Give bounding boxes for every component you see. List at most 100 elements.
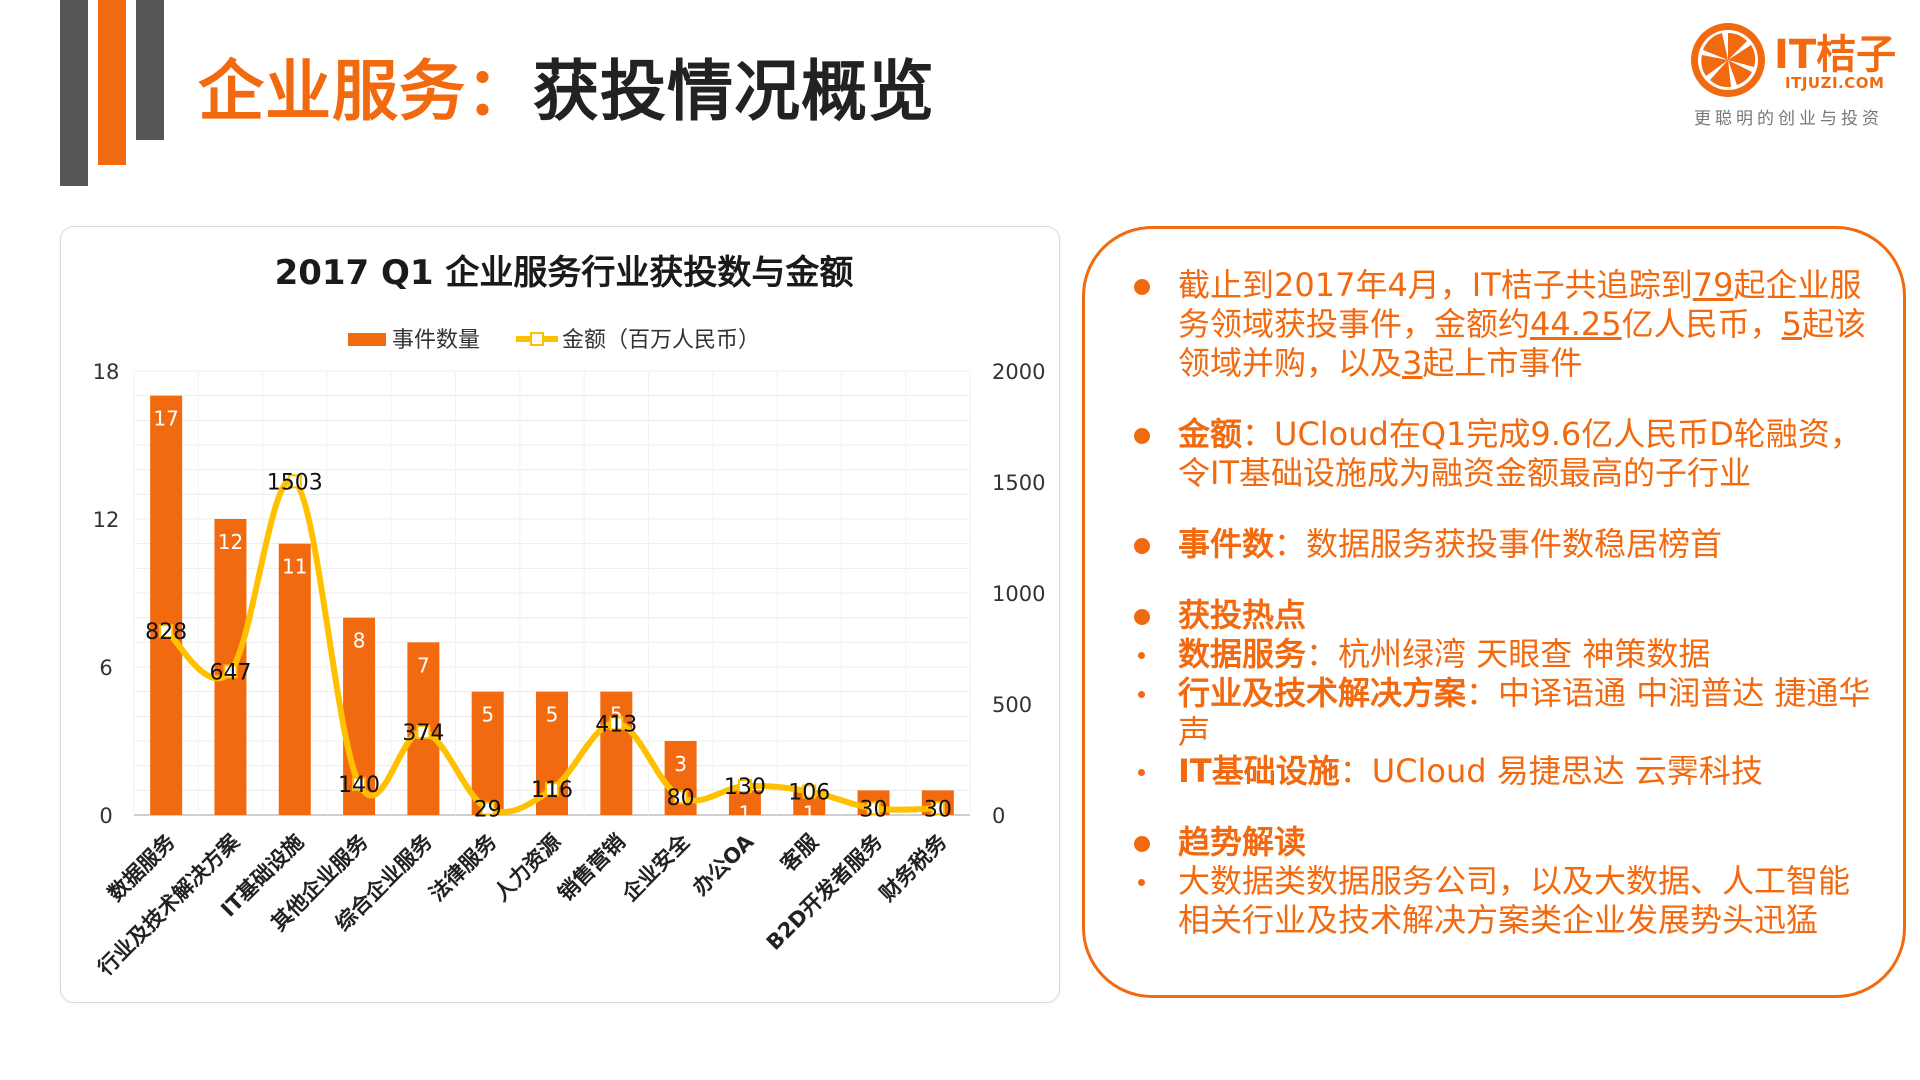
line-point-amount [737, 779, 752, 794]
line-point-amount [930, 801, 945, 816]
bar-value-label: 1 [739, 801, 752, 825]
bar-value-label: 1 [803, 801, 816, 825]
bullet-icon [1134, 836, 1150, 852]
page-title-category: 企业服务： [198, 53, 533, 130]
y-left-tick-label: 12 [93, 508, 120, 532]
line-value-label: 30 [860, 797, 888, 822]
decor-stripe-gray-1 [60, 0, 88, 186]
y-right-tick-label: 2000 [992, 360, 1045, 384]
line-point-amount [545, 782, 559, 797]
decor-stripe-orange [98, 0, 126, 165]
hotspot-item: 数据服务：杭州绿湾 天眼查 神策数据 [1096, 635, 1876, 674]
orange-slice-icon [1691, 23, 1765, 97]
page-title: 企业服务：获投情况概览 [198, 38, 935, 134]
line-value-label: 116 [531, 778, 573, 803]
line-point-amount [609, 716, 624, 731]
x-category-label: 财务税务 [875, 829, 952, 906]
hotspot-list: 数据服务：杭州绿湾 天眼查 神策数据 行业及技术解决方案：中译语通 中润普达 捷… [1096, 635, 1876, 791]
x-category-label: 企业安全 [617, 829, 695, 907]
bar-events [278, 543, 311, 815]
y-right-tick-label: 0 [992, 804, 1005, 828]
line-value-label: 29 [474, 798, 502, 823]
hotspot-item: 行业及技术解决方案：中译语通 中润普达 捷通华声 [1096, 674, 1876, 752]
logo-domain: ITJUZI.COM [1785, 74, 1885, 92]
stat-investment-count: 79 [1692, 266, 1734, 304]
line-point-amount [223, 664, 238, 679]
bullet-icon [1134, 609, 1150, 625]
line-value-label: 140 [338, 773, 380, 798]
bar-value-label: 8 [353, 629, 366, 653]
hotspot-item: IT基础设施：UCloud 易捷思达 云霁科技 [1096, 752, 1876, 791]
bar-events [600, 691, 633, 815]
legend-label-amount: 金额（百万人民币） [562, 328, 760, 353]
line-point-amount [159, 624, 174, 639]
bar-events [150, 395, 183, 815]
bar-value-label: 11 [282, 555, 307, 579]
y-right-tick-label: 500 [992, 693, 1032, 717]
y-right-tick-label: 1500 [992, 471, 1045, 495]
line-value-label: 80 [667, 786, 695, 811]
bar-value-label: 5 [546, 703, 559, 727]
bar-value-label: 3 [674, 752, 687, 776]
x-category-label: 人力资源 [489, 830, 565, 906]
stat-amount: 44.25 [1530, 305, 1622, 343]
line-value-label: 130 [724, 775, 766, 800]
y-right-tick-label: 1000 [992, 582, 1045, 606]
line-value-label: 647 [209, 660, 251, 685]
line-value-label: 413 [595, 712, 637, 737]
x-category-label: 法律服务 [425, 829, 502, 906]
legend-marker-amount [530, 332, 544, 346]
bar-value-label: 17 [153, 407, 178, 431]
line-value-label: 30 [924, 797, 952, 822]
x-category-label: 客服 [776, 829, 823, 876]
bullet-icon [1134, 279, 1150, 295]
y-left-tick-label: 0 [99, 804, 112, 828]
summary-point-amount: 金额：UCloud在Q1完成9.6亿人民币D轮融资，令IT基础设施成为融资金额最… [1096, 415, 1876, 493]
bar-value-label: 5 [481, 703, 494, 727]
logo-slogan: 更聪明的创业与投资 [1694, 109, 1883, 129]
logo-name: IT桔子 [1774, 32, 1897, 78]
bullet-icon [1134, 428, 1150, 444]
x-category-label: 办公OA [688, 829, 759, 900]
sub-bullet-icon [1138, 652, 1145, 659]
sub-bullet-icon [1138, 769, 1145, 776]
decor-stripe-gray-2 [136, 0, 164, 140]
stat-ipo-count: 3 [1402, 344, 1423, 382]
line-point-amount [352, 776, 367, 791]
itjuzi-logo: IT桔子 ITJUZI.COM 更聪明的创业与投资 [1688, 18, 1898, 129]
line-value-label: 1503 [267, 470, 323, 495]
legend-swatch-events [348, 333, 386, 346]
line-point-amount [673, 790, 688, 805]
x-category-label: 销售营销 [553, 830, 629, 906]
stat-mna-count: 5 [1781, 305, 1802, 343]
legend-label-events: 事件数量 [392, 328, 480, 353]
bar-value-label: 12 [218, 530, 243, 554]
line-point-amount [802, 784, 817, 799]
bar-events [471, 691, 504, 815]
chart-title: 2017 Q1 企业服务行业获投数与金额 [275, 253, 854, 293]
line-point-amount [866, 801, 881, 816]
summary-point-events: 事件数：数据服务获投事件数稳居榜首 [1096, 525, 1876, 564]
line-value-label: 106 [788, 780, 830, 805]
summary-point-trend: 趋势解读 [1096, 823, 1876, 862]
page-title-topic: 获投情况概览 [533, 53, 935, 130]
y-left-tick-label: 18 [93, 360, 120, 384]
line-point-amount [480, 801, 495, 816]
bar-events [728, 790, 761, 815]
bullet-icon [1134, 538, 1150, 554]
summary-point-overview: 截止到2017年4月，IT桔子共追踪到79起企业服务领域获投事件，金额约44.2… [1096, 266, 1876, 383]
summary-text: 截止到2017年4月，IT桔子共追踪到79起企业服务领域获投事件，金额约44.2… [1096, 266, 1876, 940]
line-value-label: 374 [402, 721, 444, 746]
y-left-tick-label: 6 [99, 656, 112, 680]
line-point-amount [287, 474, 302, 489]
sub-bullet-icon [1138, 691, 1145, 698]
trend-item: 大数据类数据服务公司，以及大数据、人工智能相关行业及技术解决方案类企业发展势头迅… [1096, 862, 1876, 940]
bar-value-label: 7 [417, 653, 430, 677]
sub-bullet-icon [1138, 879, 1145, 886]
summary-point-hotspots: 获投热点 [1096, 596, 1876, 635]
x-category-label: B2D开发者服务 [762, 829, 888, 955]
summary-panel [1082, 226, 1906, 998]
line-point-amount [416, 724, 431, 739]
line-value-label: 828 [145, 620, 187, 645]
